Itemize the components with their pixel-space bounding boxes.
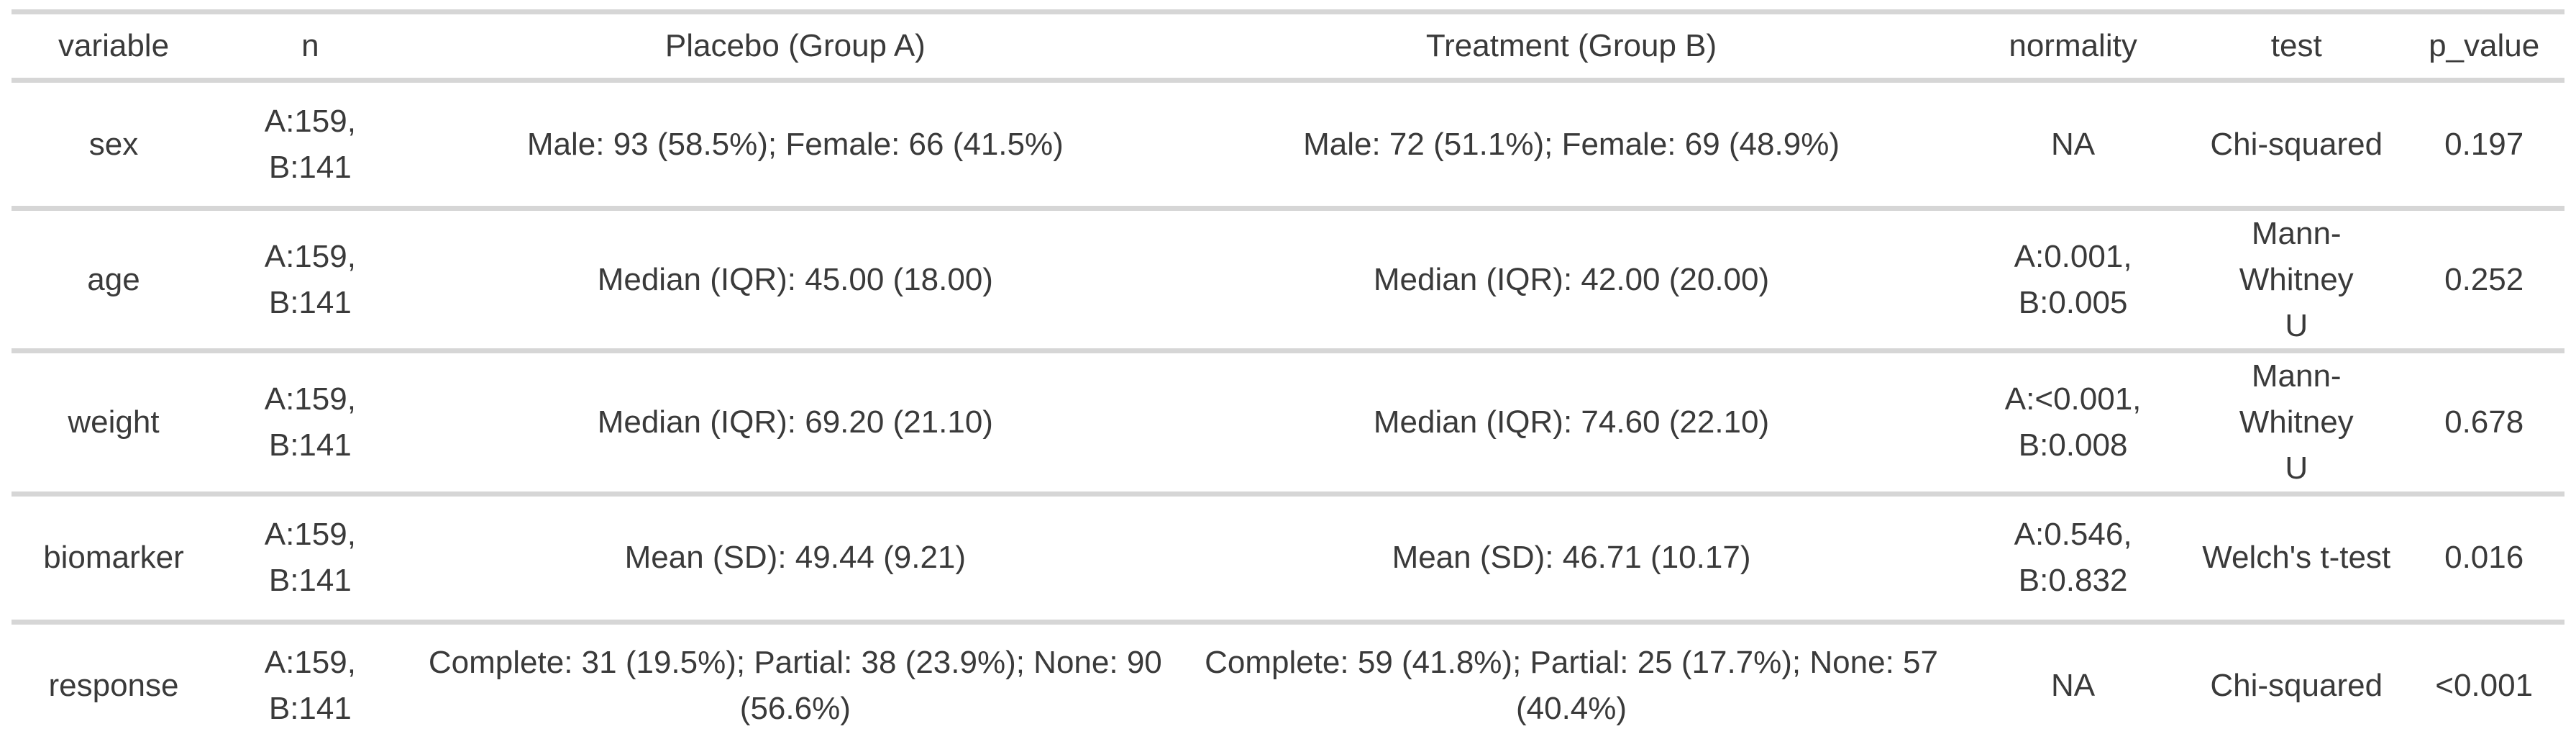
header-row: variable n Placebo (Group A) Treatment (… xyxy=(12,12,2564,81)
cell-group-b-stat: Median (IQR): 74.60 (22.10) xyxy=(1373,404,1770,440)
group-comparison-table: variable n Placebo (Group A) Treatment (… xyxy=(12,9,2564,734)
cell-normality: NA xyxy=(2051,126,2096,162)
table-row-sex: sex A:159, B:141 Male: 93 (58.5%); Femal… xyxy=(12,81,2564,209)
column-header-test: test xyxy=(2270,28,2322,64)
cell-group-b-stat: Mean (SD): 46.71 (10.17) xyxy=(1392,540,1751,576)
cell-test: Welch's t-test xyxy=(2202,540,2391,576)
cell-group-a-stat: Median (IQR): 45.00 (18.00) xyxy=(597,261,993,297)
cell-variable: weight xyxy=(68,404,160,440)
cell-variable: sex xyxy=(88,126,139,162)
cell-test: Mann-Whitney U xyxy=(2239,216,2354,343)
cell-group-b-stat: Male: 72 (51.1%); Female: 69 (48.9%) xyxy=(1303,126,1840,162)
column-header-p-value: p_value xyxy=(2429,28,2540,64)
column-header-n: n xyxy=(301,28,319,64)
cell-normality: A:0.546, B:0.832 xyxy=(2014,517,2132,599)
cell-p-value: 0.197 xyxy=(2444,126,2524,162)
table-row-response: response A:159, B:141 Complete: 31 (19.5… xyxy=(12,622,2564,734)
cell-test: Mann-Whitney U xyxy=(2239,358,2354,486)
cell-p-value: 0.252 xyxy=(2444,261,2524,297)
cell-variable: response xyxy=(48,668,179,704)
column-header-normality: normality xyxy=(2009,28,2137,64)
table-row-age: age A:159, B:141 Median (IQR): 45.00 (18… xyxy=(12,209,2564,351)
column-header-placebo-group-a: Placebo (Group A) xyxy=(664,28,926,64)
column-header-treatment-group-b: Treatment (Group B) xyxy=(1425,28,1717,64)
table-row-biomarker: biomarker A:159, B:141 Mean (SD): 49.44 … xyxy=(12,494,2564,622)
cell-normality: A:0.001, B:0.005 xyxy=(2014,238,2132,320)
table-row-weight: weight A:159, B:141 Median (IQR): 69.20 … xyxy=(12,351,2564,494)
cell-variable: biomarker xyxy=(43,540,184,576)
cell-variable: age xyxy=(87,261,140,297)
cell-group-a-stat: Median (IQR): 69.20 (21.10) xyxy=(597,404,993,440)
cell-n: A:159, B:141 xyxy=(264,381,356,463)
cell-n: A:159, B:141 xyxy=(264,645,356,727)
cell-group-a-stat: Complete: 31 (19.5%); Partial: 38 (23.9%… xyxy=(428,645,1162,727)
cell-p-value: <0.001 xyxy=(2435,668,2534,704)
column-header-variable: variable xyxy=(58,28,170,64)
cell-n: A:159, B:141 xyxy=(264,517,356,599)
cell-normality: A:<0.001, B:0.008 xyxy=(2004,381,2142,463)
cell-test: Chi-squared xyxy=(2210,668,2383,704)
cell-n: A:159, B:141 xyxy=(264,103,356,185)
cell-group-a-stat: Male: 93 (58.5%); Female: 66 (41.5%) xyxy=(526,126,1064,162)
cell-group-b-stat: Complete: 59 (41.8%); Partial: 25 (17.7%… xyxy=(1205,645,1938,727)
cell-test: Chi-squared xyxy=(2210,126,2383,162)
cell-p-value: 0.016 xyxy=(2444,540,2524,576)
cell-normality: NA xyxy=(2051,668,2096,704)
cell-n: A:159, B:141 xyxy=(264,238,356,320)
cell-group-a-stat: Mean (SD): 49.44 (9.21) xyxy=(624,540,967,576)
cell-group-b-stat: Median (IQR): 42.00 (20.00) xyxy=(1373,261,1770,297)
cell-p-value: 0.678 xyxy=(2444,404,2524,440)
